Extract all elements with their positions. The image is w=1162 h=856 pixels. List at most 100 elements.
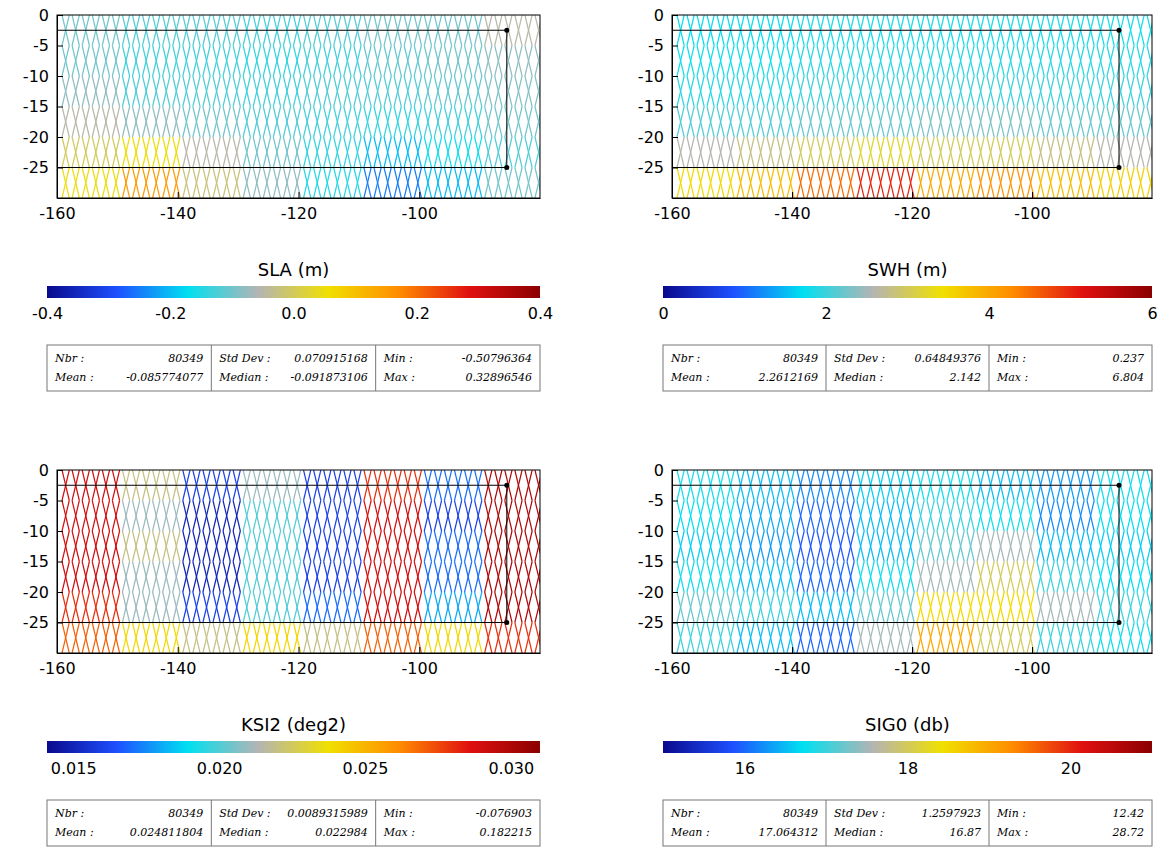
track bbox=[243, 623, 250, 654]
track bbox=[434, 592, 441, 623]
track bbox=[1127, 15, 1134, 46]
track bbox=[777, 137, 784, 168]
track bbox=[213, 76, 220, 107]
track bbox=[454, 531, 461, 562]
track bbox=[1037, 107, 1044, 138]
track bbox=[1007, 107, 1014, 138]
track bbox=[243, 592, 250, 623]
track bbox=[354, 592, 361, 623]
track bbox=[1137, 76, 1144, 107]
track bbox=[767, 137, 774, 168]
track bbox=[102, 623, 109, 654]
track bbox=[354, 107, 361, 138]
track bbox=[193, 501, 200, 532]
track bbox=[727, 107, 734, 138]
track bbox=[687, 46, 694, 77]
track bbox=[82, 137, 89, 168]
track bbox=[374, 168, 381, 199]
stats-label: Std Dev : bbox=[219, 807, 270, 820]
track bbox=[253, 562, 260, 593]
track bbox=[1027, 168, 1034, 199]
track bbox=[324, 501, 331, 532]
track bbox=[535, 531, 540, 562]
track bbox=[82, 592, 89, 623]
track bbox=[475, 137, 482, 168]
track bbox=[465, 137, 472, 168]
track bbox=[72, 137, 79, 168]
stats-value: 0.024811804 bbox=[130, 826, 203, 839]
track bbox=[374, 46, 381, 77]
tick: -25 bbox=[23, 613, 63, 632]
track bbox=[1097, 76, 1104, 107]
colorbar-tick: 0.4 bbox=[528, 298, 553, 323]
track bbox=[917, 137, 924, 168]
colorbar-tick-label: 6 bbox=[1147, 304, 1157, 323]
track bbox=[293, 137, 300, 168]
track bbox=[747, 137, 754, 168]
track bbox=[414, 168, 421, 199]
track bbox=[465, 107, 472, 138]
track bbox=[535, 76, 540, 107]
plot-area bbox=[672, 470, 1152, 653]
track bbox=[977, 137, 984, 168]
track bbox=[72, 562, 79, 593]
track bbox=[243, 531, 250, 562]
track bbox=[707, 107, 714, 138]
track bbox=[304, 562, 311, 593]
track bbox=[495, 562, 502, 593]
track bbox=[1117, 76, 1124, 107]
track bbox=[475, 562, 482, 593]
track bbox=[283, 592, 290, 623]
track bbox=[253, 168, 260, 199]
track bbox=[1077, 137, 1084, 168]
track bbox=[977, 46, 984, 77]
track bbox=[364, 562, 371, 593]
track bbox=[495, 623, 502, 654]
track bbox=[334, 107, 341, 138]
track bbox=[243, 501, 250, 532]
track bbox=[807, 107, 814, 138]
track bbox=[525, 592, 532, 623]
track bbox=[273, 107, 280, 138]
track bbox=[183, 623, 190, 654]
track bbox=[1137, 107, 1144, 138]
track bbox=[273, 623, 280, 654]
track bbox=[485, 623, 492, 654]
track bbox=[495, 623, 502, 654]
track bbox=[243, 76, 250, 107]
track bbox=[163, 137, 170, 168]
tick-label: -120 bbox=[894, 204, 930, 223]
track bbox=[1087, 168, 1094, 199]
track bbox=[122, 592, 129, 623]
track bbox=[354, 562, 361, 593]
track bbox=[897, 76, 904, 107]
track bbox=[495, 76, 502, 107]
track bbox=[707, 76, 714, 107]
stats-label: Min : bbox=[383, 352, 413, 365]
tick-mark bbox=[178, 192, 179, 198]
track bbox=[967, 137, 974, 168]
track bbox=[263, 137, 270, 168]
colorbar-tick-label: 0.020 bbox=[197, 759, 243, 778]
track bbox=[233, 168, 240, 199]
track bbox=[384, 107, 391, 138]
track bbox=[334, 562, 341, 593]
track bbox=[153, 592, 160, 623]
track bbox=[847, 107, 854, 138]
track bbox=[495, 592, 502, 623]
track bbox=[223, 46, 230, 77]
track bbox=[1067, 46, 1074, 77]
track bbox=[807, 107, 814, 138]
track bbox=[153, 168, 160, 199]
track bbox=[1007, 137, 1014, 168]
track bbox=[1107, 168, 1114, 199]
track bbox=[997, 137, 1004, 168]
track bbox=[877, 46, 884, 77]
track bbox=[364, 107, 371, 138]
track bbox=[515, 562, 522, 593]
track bbox=[263, 501, 270, 532]
track bbox=[485, 137, 492, 168]
track bbox=[223, 592, 230, 623]
track bbox=[1087, 137, 1094, 168]
track bbox=[535, 107, 540, 138]
